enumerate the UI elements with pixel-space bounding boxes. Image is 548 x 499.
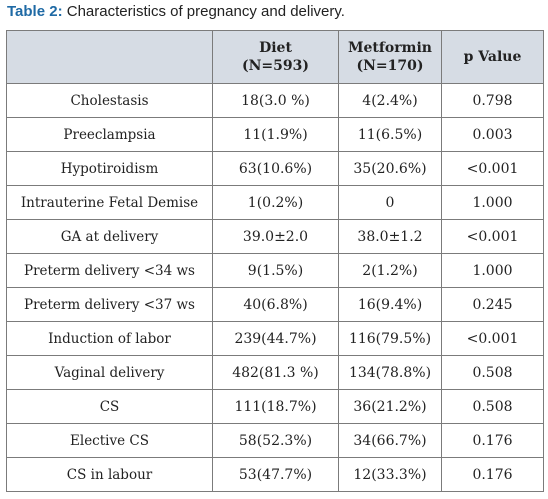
row-characteristic: Preterm delivery <37 ws	[6, 287, 213, 322]
row-diet-value: 1(0.2%)	[212, 185, 339, 220]
row-diet-value: 482(81.3 %)	[212, 355, 339, 390]
row-diet-value: 11(1.9%)	[212, 117, 339, 152]
row-characteristic: Cholestasis	[6, 83, 213, 118]
table-row: CS 111(18.7%) 36(21.2%) 0.508	[6, 389, 544, 424]
table-row: Preterm delivery <37 ws 40(6.8%) 16(9.4%…	[6, 287, 544, 322]
row-diet-value: 111(18.7%)	[212, 389, 339, 424]
row-p-value: <0.001	[441, 219, 544, 254]
row-metformin-value: 12(33.3%)	[338, 457, 442, 492]
header-diet-label: Diet	[259, 40, 292, 56]
row-metformin-value: 134(78.8%)	[338, 355, 442, 390]
table-row: Vaginal delivery 482(81.3 %) 134(78.8%) …	[6, 355, 544, 390]
row-p-value: 0.245	[441, 287, 544, 322]
row-metformin-value: 16(9.4%)	[338, 287, 442, 322]
table-row: Hypotiroidism 63(10.6%) 35(20.6%) <0.001	[6, 151, 544, 186]
row-metformin-value: 38.0±1.2	[338, 219, 442, 254]
header-metformin-count: (N=170)	[356, 58, 424, 74]
row-p-value: 0.798	[441, 83, 544, 118]
row-p-value: <0.001	[441, 321, 544, 356]
row-characteristic: GA at delivery	[6, 219, 213, 254]
row-diet-value: 239(44.7%)	[212, 321, 339, 356]
table-row: Preeclampsia 11(1.9%) 11(6.5%) 0.003	[6, 117, 544, 152]
row-characteristic: CS in labour	[6, 457, 213, 492]
row-p-value: 0.003	[441, 117, 544, 152]
characteristics-table: Diet (N=593) Metformin (N=170) p Value C…	[6, 30, 544, 492]
row-p-value: 1.000	[441, 253, 544, 288]
table-caption-label: Table 2:	[7, 3, 63, 20]
row-characteristic: Elective CS	[6, 423, 213, 458]
row-p-value: <0.001	[441, 151, 544, 186]
table-row: GA at delivery 39.0±2.0 38.0±1.2 <0.001	[6, 219, 544, 254]
row-p-value: 1.000	[441, 185, 544, 220]
row-metformin-value: 4(2.4%)	[338, 83, 442, 118]
row-metformin-value: 35(20.6%)	[338, 151, 442, 186]
row-metformin-value: 116(79.5%)	[338, 321, 442, 356]
row-characteristic: CS	[6, 389, 213, 424]
row-diet-value: 58(52.3%)	[212, 423, 339, 458]
row-metformin-value: 2(1.2%)	[338, 253, 442, 288]
header-p-value: p Value	[441, 30, 544, 84]
row-diet-value: 9(1.5%)	[212, 253, 339, 288]
row-metformin-value: 34(66.7%)	[338, 423, 442, 458]
table-row: CS in labour 53(47.7%) 12(33.3%) 0.176	[6, 457, 544, 492]
table-row: Elective CS 58(52.3%) 34(66.7%) 0.176	[6, 423, 544, 458]
header-metformin: Metformin (N=170)	[338, 30, 442, 84]
header-diet-count: (N=593)	[242, 58, 309, 74]
table-caption: Table 2: Characteristics of pregnancy an…	[7, 3, 345, 21]
table-header-row: Diet (N=593) Metformin (N=170) p Value	[6, 30, 544, 84]
header-metformin-label: Metformin	[348, 40, 432, 56]
row-p-value: 0.176	[441, 423, 544, 458]
row-diet-value: 18(3.0 %)	[212, 83, 339, 118]
row-characteristic: Induction of labor	[6, 321, 213, 356]
row-p-value: 0.508	[441, 389, 544, 424]
row-characteristic: Hypotiroidism	[6, 151, 213, 186]
row-metformin-value: 11(6.5%)	[338, 117, 442, 152]
row-diet-value: 40(6.8%)	[212, 287, 339, 322]
table-row: Cholestasis 18(3.0 %) 4(2.4%) 0.798	[6, 83, 544, 118]
row-metformin-value: 36(21.2%)	[338, 389, 442, 424]
row-characteristic: Intrauterine Fetal Demise	[6, 185, 213, 220]
row-diet-value: 63(10.6%)	[212, 151, 339, 186]
row-characteristic: Vaginal delivery	[6, 355, 213, 390]
header-diet: Diet (N=593)	[212, 30, 339, 84]
row-characteristic: Preterm delivery <34 ws	[6, 253, 213, 288]
row-metformin-value: 0	[338, 185, 442, 220]
row-p-value: 0.176	[441, 457, 544, 492]
row-diet-value: 53(47.7%)	[212, 457, 339, 492]
header-characteristic	[6, 30, 213, 84]
row-p-value: 0.508	[441, 355, 544, 390]
row-characteristic: Preeclampsia	[6, 117, 213, 152]
table-row: Intrauterine Fetal Demise 1(0.2%) 0 1.00…	[6, 185, 544, 220]
row-diet-value: 39.0±2.0	[212, 219, 339, 254]
table-row: Induction of labor 239(44.7%) 116(79.5%)…	[6, 321, 544, 356]
table-row: Preterm delivery <34 ws 9(1.5%) 2(1.2%) …	[6, 253, 544, 288]
table-caption-text: Characteristics of pregnancy and deliver…	[66, 3, 345, 20]
